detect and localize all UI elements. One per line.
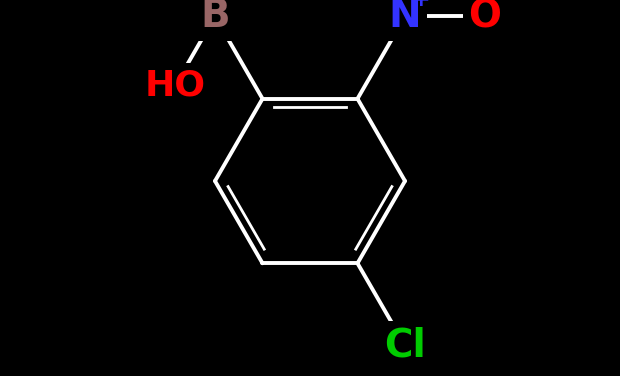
Text: +: + bbox=[412, 0, 430, 11]
Text: B: B bbox=[200, 0, 230, 35]
Text: O: O bbox=[469, 0, 502, 35]
Text: HO: HO bbox=[144, 69, 206, 103]
Text: Cl: Cl bbox=[384, 326, 426, 365]
Text: N: N bbox=[389, 0, 422, 35]
